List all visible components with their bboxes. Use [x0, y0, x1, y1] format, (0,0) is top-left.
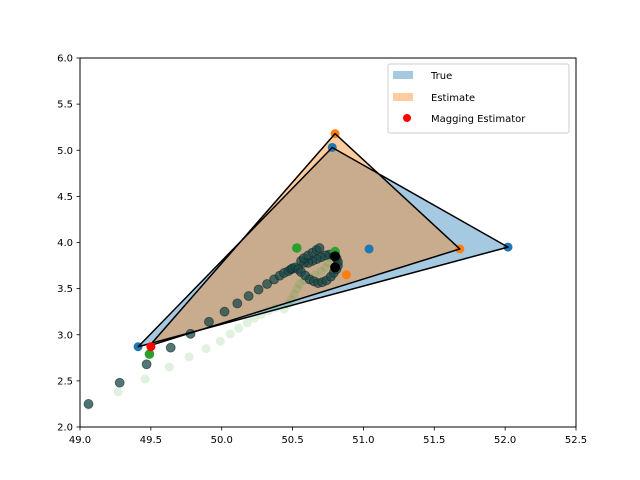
- faint-path-point: [295, 279, 305, 289]
- estimate-point: [341, 270, 351, 280]
- legend: True Estimate Magging Estimator: [387, 63, 570, 134]
- true-point: [364, 244, 374, 254]
- y-tick-label: 4.5: [57, 192, 73, 203]
- legend-magging-label: Magging Estimator: [431, 114, 526, 125]
- x-tick-label: 50.5: [281, 435, 303, 446]
- path-point: [314, 243, 325, 253]
- black-point: [330, 251, 341, 262]
- path-point: [232, 298, 243, 309]
- faint-path-point: [201, 344, 211, 354]
- plot-area: [83, 129, 513, 411]
- estimate-triangle-fill: [149, 133, 460, 346]
- legend-true-label: True: [430, 71, 452, 82]
- path-point: [243, 291, 254, 301]
- faint-path-point: [316, 266, 326, 276]
- legend-magging-marker: [403, 114, 411, 122]
- y-tick-label: 4.0: [57, 238, 73, 249]
- y-tick-label: 5.0: [57, 146, 73, 157]
- path-point: [219, 306, 230, 317]
- x-axis: 49.0 49.5 50.0 50.5 51.0 51.5 52.0 52.5: [69, 427, 587, 446]
- path-point: [262, 279, 272, 289]
- legend-estimate-label: Estimate: [431, 93, 475, 104]
- faint-path-point: [323, 258, 333, 268]
- x-tick-label: 51.0: [352, 435, 374, 446]
- faint-path-point: [289, 289, 299, 299]
- y-tick-label: 2.5: [57, 376, 73, 387]
- faint-path-point: [234, 323, 244, 333]
- faint-path-point: [184, 352, 194, 362]
- path-point: [165, 342, 176, 353]
- y-tick-label: 2.0: [57, 423, 73, 434]
- faint-path-point: [320, 262, 330, 272]
- faint-path-point: [292, 284, 302, 294]
- y-tick-label: 3.0: [57, 330, 73, 341]
- legend-box: [387, 63, 570, 134]
- legend-estimate-swatch: [393, 93, 413, 101]
- faint-path-point: [164, 362, 174, 372]
- black-point: [330, 262, 341, 273]
- path-point: [204, 316, 214, 327]
- magging-estimator-point: [146, 342, 156, 352]
- faint-path-point: [140, 374, 150, 384]
- faint-path-point: [215, 336, 225, 346]
- estimate-triangle-outline: [148, 132, 461, 347]
- x-tick-label: 51.5: [423, 435, 445, 446]
- y-tick-label: 3.5: [57, 284, 73, 295]
- faint-path-point: [113, 387, 123, 397]
- path-point: [83, 399, 94, 409]
- green-point: [144, 349, 155, 359]
- x-tick-label: 52.0: [494, 435, 516, 446]
- x-tick-label: 50.0: [211, 435, 233, 446]
- path-point: [253, 284, 264, 295]
- y-axis: 2.0 2.5 3.0 3.5 4.0 4.5 5.0 5.5 6.0: [57, 54, 80, 434]
- path-point: [141, 359, 152, 370]
- faint-path-point: [225, 329, 235, 339]
- y-tick-label: 5.5: [57, 100, 73, 111]
- x-tick-label: 52.5: [565, 435, 587, 446]
- y-tick-label: 6.0: [57, 54, 73, 65]
- green-point: [292, 243, 302, 253]
- path-point: [114, 377, 125, 388]
- legend-true-swatch: [393, 71, 413, 79]
- faint-path-point: [242, 318, 252, 328]
- x-tick-label: 49.5: [140, 435, 162, 446]
- x-tick-label: 49.0: [69, 435, 91, 446]
